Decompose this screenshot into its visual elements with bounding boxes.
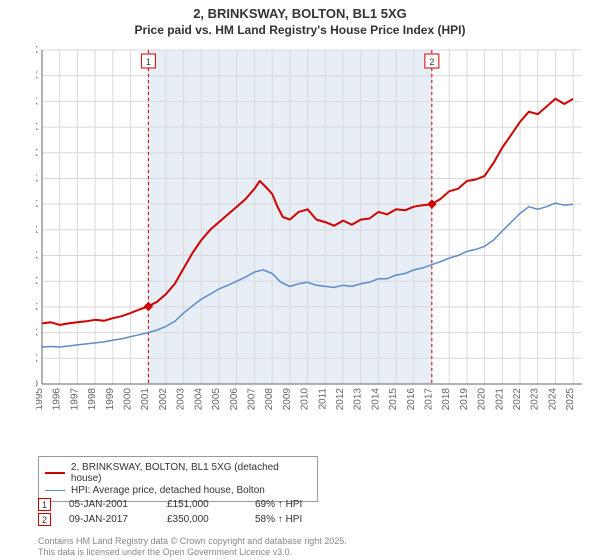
svg-text:£100K: £100K bbox=[36, 328, 38, 339]
legend-swatch bbox=[45, 472, 65, 474]
svg-text:2002: 2002 bbox=[158, 388, 169, 410]
svg-text:£550K: £550K bbox=[36, 96, 38, 107]
legend-row: HPI: Average price, detached house, Bolt… bbox=[45, 485, 311, 496]
svg-text:2023: 2023 bbox=[530, 388, 541, 410]
svg-text:1: 1 bbox=[146, 57, 151, 67]
svg-text:1997: 1997 bbox=[69, 388, 80, 410]
svg-text:2010: 2010 bbox=[300, 388, 311, 410]
title-subtitle: Price paid vs. HM Land Registry's House … bbox=[0, 23, 600, 37]
svg-text:2020: 2020 bbox=[477, 388, 488, 410]
sale-date: 05-JAN-2001 bbox=[69, 499, 149, 510]
sale-hpi: 69% ↑ HPI bbox=[255, 499, 335, 510]
sale-price: £151,000 bbox=[167, 499, 237, 510]
sale-row: 2 09-JAN-2017 £350,000 58% ↑ HPI bbox=[38, 513, 335, 526]
svg-text:£500K: £500K bbox=[36, 122, 38, 133]
svg-text:2022: 2022 bbox=[512, 388, 523, 410]
sale-row: 1 05-JAN-2001 £151,000 69% ↑ HPI bbox=[38, 498, 335, 511]
svg-text:2012: 2012 bbox=[335, 388, 346, 410]
svg-text:£650K: £650K bbox=[36, 45, 38, 56]
legend-label: HPI: Average price, detached house, Bolt… bbox=[71, 485, 265, 496]
svg-text:2016: 2016 bbox=[406, 388, 417, 410]
svg-text:£300K: £300K bbox=[36, 225, 38, 236]
svg-text:2004: 2004 bbox=[193, 388, 204, 410]
legend-swatch bbox=[45, 490, 65, 491]
svg-text:2: 2 bbox=[429, 57, 434, 67]
svg-text:2013: 2013 bbox=[353, 388, 364, 410]
svg-text:£250K: £250K bbox=[36, 251, 38, 262]
svg-text:£50K: £50K bbox=[36, 353, 38, 364]
title-block: 2, BRINKSWAY, BOLTON, BL1 5XG Price paid… bbox=[0, 0, 600, 41]
legend-row: 2, BRINKSWAY, BOLTON, BL1 5XG (detached … bbox=[45, 462, 311, 484]
svg-text:2001: 2001 bbox=[140, 388, 151, 410]
svg-text:£400K: £400K bbox=[36, 173, 38, 184]
sales-table: 1 05-JAN-2001 £151,000 69% ↑ HPI 2 09-JA… bbox=[38, 496, 335, 528]
svg-text:2007: 2007 bbox=[246, 388, 257, 410]
svg-text:2017: 2017 bbox=[424, 388, 435, 410]
svg-text:2021: 2021 bbox=[494, 388, 505, 410]
svg-text:2005: 2005 bbox=[211, 388, 222, 410]
svg-text:2015: 2015 bbox=[388, 388, 399, 410]
sale-date: 09-JAN-2017 bbox=[69, 514, 149, 525]
svg-text:1996: 1996 bbox=[52, 388, 63, 410]
legend-label: 2, BRINKSWAY, BOLTON, BL1 5XG (detached … bbox=[71, 462, 311, 484]
attribution: Contains HM Land Registry data © Crown c… bbox=[38, 536, 347, 558]
attribution-line: This data is licensed under the Open Gov… bbox=[38, 547, 347, 558]
svg-text:2009: 2009 bbox=[282, 388, 293, 410]
svg-text:2024: 2024 bbox=[547, 388, 558, 410]
svg-text:£150K: £150K bbox=[36, 302, 38, 313]
svg-text:1998: 1998 bbox=[87, 388, 98, 410]
attribution-line: Contains HM Land Registry data © Crown c… bbox=[38, 536, 347, 547]
svg-text:2003: 2003 bbox=[176, 388, 187, 410]
svg-text:2018: 2018 bbox=[441, 388, 452, 410]
svg-text:2008: 2008 bbox=[264, 388, 275, 410]
sale-marker-box: 2 bbox=[38, 513, 51, 526]
chart-container: 2, BRINKSWAY, BOLTON, BL1 5XG Price paid… bbox=[0, 0, 600, 560]
title-address: 2, BRINKSWAY, BOLTON, BL1 5XG bbox=[0, 6, 600, 21]
svg-text:£600K: £600K bbox=[36, 71, 38, 82]
svg-text:2006: 2006 bbox=[229, 388, 240, 410]
svg-text:2011: 2011 bbox=[317, 388, 328, 410]
svg-text:£350K: £350K bbox=[36, 199, 38, 210]
svg-text:1995: 1995 bbox=[36, 388, 45, 410]
chart-svg: £0£50K£100K£150K£200K£250K£300K£350K£400… bbox=[36, 44, 590, 410]
svg-text:2000: 2000 bbox=[123, 388, 134, 410]
svg-text:2019: 2019 bbox=[459, 388, 470, 410]
svg-text:£200K: £200K bbox=[36, 276, 38, 287]
svg-text:2014: 2014 bbox=[370, 388, 381, 410]
svg-text:£450K: £450K bbox=[36, 148, 38, 159]
sale-marker-box: 1 bbox=[38, 498, 51, 511]
sale-price: £350,000 bbox=[167, 514, 237, 525]
sale-hpi: 58% ↑ HPI bbox=[255, 514, 335, 525]
chart-area: £0£50K£100K£150K£200K£250K£300K£350K£400… bbox=[36, 44, 590, 410]
svg-text:2025: 2025 bbox=[565, 388, 576, 410]
svg-text:1999: 1999 bbox=[105, 388, 116, 410]
